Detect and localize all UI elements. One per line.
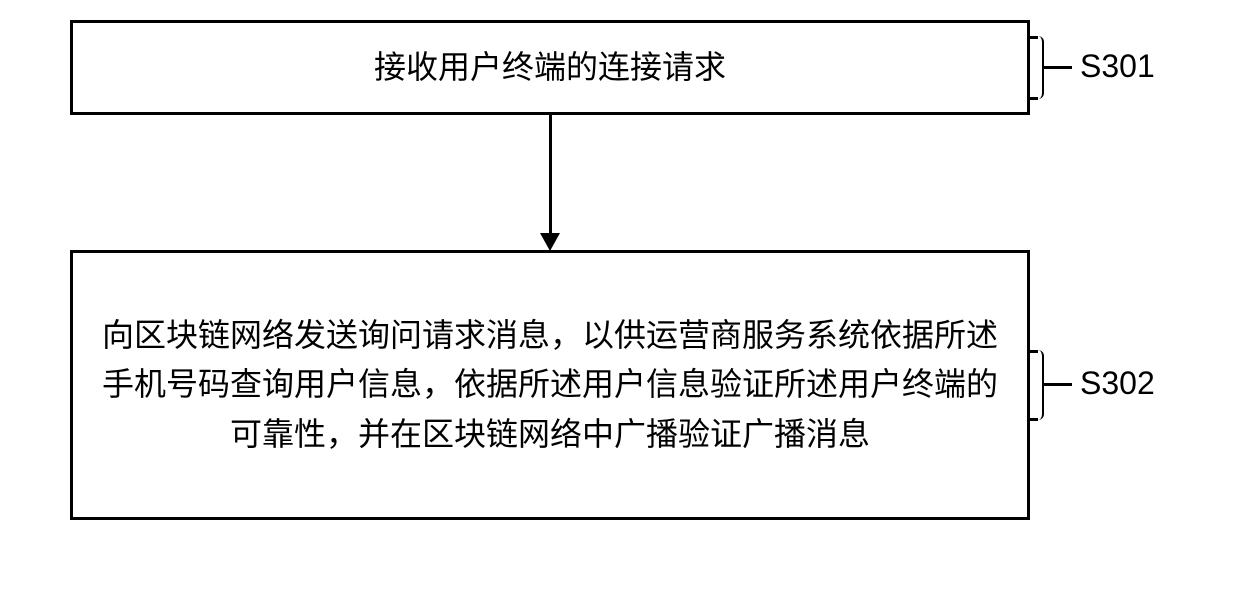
bracket-s301-bottom-tick	[1030, 97, 1038, 100]
flow-node-s301: 接收用户终端的连接请求	[70, 20, 1030, 115]
side-label-s301: S301	[1080, 48, 1155, 85]
bracket-s301-top-tick	[1030, 36, 1038, 39]
bracket-s301-mid-tick	[1042, 66, 1072, 69]
bracket-s302-bottom-tick	[1030, 418, 1038, 421]
bracket-s302-top-tick	[1030, 350, 1038, 353]
flow-node-s302: 向区块链网络发送询问请求消息，以供运营商服务系统依据所述手机号码查询用户信息，依…	[70, 250, 1030, 520]
flowchart-canvas: 接收用户终端的连接请求 S301 向区块链网络发送询问请求消息，以供运营商服务系…	[0, 0, 1240, 589]
flow-node-s301-text: 接收用户终端的连接请求	[374, 43, 726, 93]
flow-node-s302-text: 向区块链网络发送询问请求消息，以供运营商服务系统依据所述手机号码查询用户信息，依…	[93, 311, 1007, 460]
edge-n1-n2-arrow	[540, 233, 560, 251]
edge-n1-n2-line	[549, 115, 552, 235]
bracket-s302-mid-tick	[1042, 383, 1072, 386]
side-label-s302: S302	[1080, 365, 1155, 402]
